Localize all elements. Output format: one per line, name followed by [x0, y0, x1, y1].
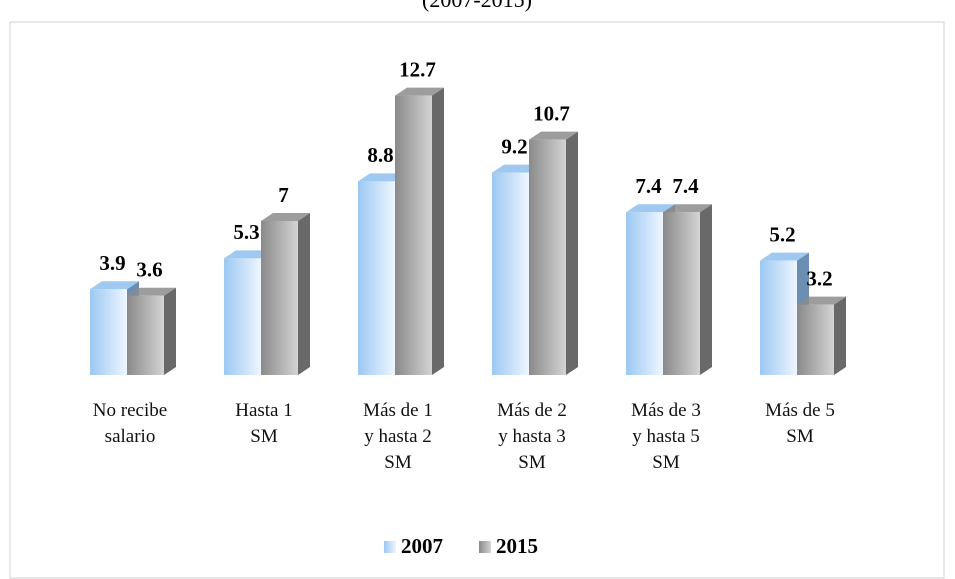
bar — [224, 258, 261, 375]
bar — [529, 139, 566, 375]
bar-top — [224, 250, 273, 259]
bar-top — [529, 131, 578, 140]
data-label: 3.9 — [99, 251, 125, 275]
bar-top — [395, 87, 444, 96]
data-label: 8.8 — [367, 143, 393, 167]
data-label: 7.4 — [672, 174, 699, 198]
bar-top — [90, 281, 139, 290]
data-label: 12.7 — [399, 57, 436, 81]
legend-swatch — [479, 541, 491, 553]
x-tick-label: Más de 5 SM — [765, 400, 835, 447]
data-label: 5.3 — [233, 220, 259, 244]
data-label: 10.7 — [533, 101, 570, 125]
bar — [127, 295, 164, 375]
bar — [90, 289, 127, 375]
bar — [760, 260, 797, 375]
data-label: 7.4 — [635, 174, 662, 198]
bar-top — [492, 164, 541, 173]
bar-top — [760, 252, 809, 261]
bar-side — [834, 296, 846, 375]
bar-side — [164, 287, 176, 375]
bar-top — [797, 296, 846, 305]
bar-top — [663, 204, 712, 213]
bar-side — [298, 213, 310, 375]
x-tick-label: Hasta 1 SM — [235, 400, 293, 447]
frame — [9, 21, 945, 579]
bar — [358, 181, 395, 375]
bar — [626, 212, 663, 375]
bar-top — [127, 287, 176, 296]
bar — [492, 172, 529, 375]
bar-top — [358, 173, 407, 182]
legend-label: 2015 — [496, 534, 538, 558]
x-tick-label: Más de 3 y hasta 5 SM — [631, 400, 701, 473]
data-label: 3.6 — [136, 258, 162, 282]
data-label: 7 — [278, 183, 289, 207]
bar — [663, 212, 700, 375]
bar — [395, 95, 432, 375]
bar-top — [261, 213, 310, 221]
chart-title: (2007-2015) — [422, 0, 532, 12]
x-tick-label: Más de 1 y hasta 2 SM — [363, 400, 433, 473]
bar — [797, 304, 834, 375]
legend-swatch — [384, 541, 396, 553]
legend-label: 2007 — [401, 534, 443, 558]
x-tick-label: No recibe salario — [92, 400, 168, 447]
bar — [261, 221, 298, 375]
bar-top — [626, 204, 675, 213]
bar-side — [432, 87, 444, 375]
bar-side — [566, 131, 578, 375]
x-tick-label: Más de 2 y hasta 3 SM — [497, 400, 567, 473]
data-label: 9.2 — [501, 134, 527, 158]
bar-side — [700, 204, 712, 375]
data-label: 3.2 — [806, 266, 832, 290]
data-label: 5.2 — [769, 222, 795, 246]
